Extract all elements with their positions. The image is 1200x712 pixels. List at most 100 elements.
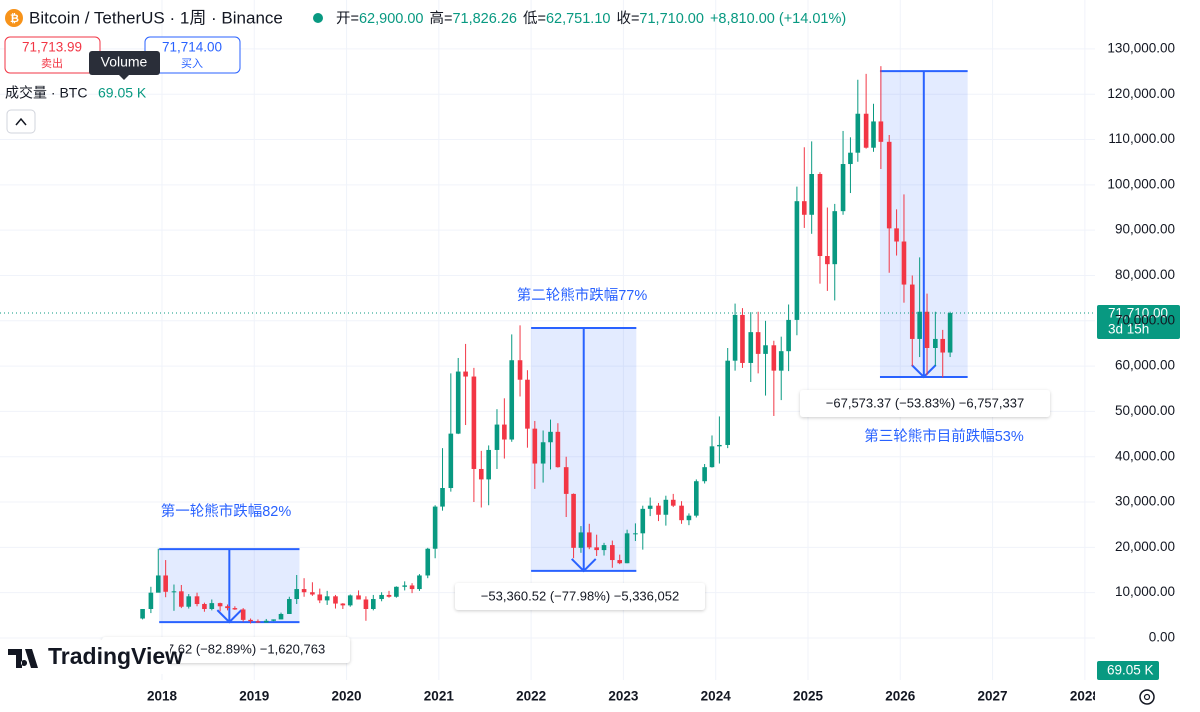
x-tick-label: 2018 xyxy=(147,689,178,704)
candle-body xyxy=(194,596,200,605)
candle-body xyxy=(725,360,730,445)
buy-price[interactable]: 71,714.00 xyxy=(162,40,222,55)
candle-body xyxy=(817,173,823,257)
candle-body xyxy=(594,547,599,551)
coin-icon xyxy=(5,9,23,27)
ohlc-label: 低= xyxy=(523,10,546,27)
candle-body xyxy=(240,609,246,620)
y-tick-label: 100,000.00 xyxy=(1107,176,1175,191)
candle-body xyxy=(494,424,500,450)
candle-body xyxy=(517,360,523,380)
candle-body xyxy=(694,481,699,516)
candle-body xyxy=(179,591,184,607)
overlay: ₿ Bitcoin / TetherUS · 1周 · Binance 开=62… xyxy=(0,8,1180,705)
coin-icon-glyph: ₿ xyxy=(10,13,19,25)
x-tick-label: 2026 xyxy=(885,689,916,704)
sell-price[interactable]: 71,713.99 xyxy=(22,40,82,55)
collapse-button[interactable] xyxy=(6,109,36,134)
sell-label[interactable]: 卖出 xyxy=(41,56,63,70)
candle-body xyxy=(647,505,653,509)
y-tick-label: 120,000.00 xyxy=(1107,86,1175,101)
candle-body xyxy=(425,548,431,576)
candle-body xyxy=(717,444,722,447)
candle-body xyxy=(732,314,738,361)
candle-body xyxy=(832,211,838,265)
candle-body xyxy=(502,424,507,440)
ohlc-value: 62,900.00 xyxy=(359,11,424,27)
change: +8,810.00 (+14.01%) xyxy=(710,11,846,27)
candle-body xyxy=(840,164,846,212)
tooltip xyxy=(89,51,160,75)
candle-body xyxy=(163,575,168,592)
plot-area: 2018 2019 2020 2021 2022 2023 2024 2025 2026 2027… xyxy=(0,0,1101,704)
x-tick-label: 2019 xyxy=(239,689,269,704)
last-price: 71,710.00 xyxy=(1108,306,1168,321)
x-tick-label: 2022 xyxy=(516,689,546,704)
candle-body xyxy=(363,599,369,609)
candle-body xyxy=(940,338,946,353)
candle-body xyxy=(663,499,669,515)
y-tick-label: 110,000.00 xyxy=(1108,131,1175,146)
candle-body xyxy=(148,592,154,609)
y-tick-label: 10,000.00 xyxy=(1115,584,1175,599)
candle-body xyxy=(894,228,899,242)
candle-body xyxy=(633,533,638,535)
collapse-icon[interactable] xyxy=(15,117,27,126)
candle-body xyxy=(263,620,269,623)
ohlc-text: 开=62,900.00 高=71,826.26 低=62,751.10 收=71,71… xyxy=(336,10,846,27)
candle-body xyxy=(209,603,215,609)
candle-body xyxy=(771,345,777,371)
candle-body xyxy=(525,379,530,429)
measure-label: −67,573.37 (−53.83%) −6,757,337 xyxy=(826,395,1024,410)
market-status xyxy=(313,13,323,23)
candle-body xyxy=(855,113,861,153)
candle-body xyxy=(755,332,761,354)
ohlc-value: 71,710.00 xyxy=(639,11,704,27)
candle-body xyxy=(947,313,953,353)
measure-arrow xyxy=(571,328,597,573)
candle-body xyxy=(171,591,177,593)
ohlc-label: 收= xyxy=(616,10,639,27)
x-tick-label: 2028 xyxy=(1070,689,1101,704)
candle-body xyxy=(778,351,784,371)
candle-body xyxy=(563,467,569,494)
candle-body xyxy=(809,173,814,215)
candle-body xyxy=(310,592,315,595)
candle-body xyxy=(278,613,284,620)
candle-body xyxy=(455,371,461,434)
price-tag xyxy=(1097,305,1180,339)
measure-label-box xyxy=(800,390,1050,417)
candle-body xyxy=(301,589,307,593)
candle-body xyxy=(640,508,646,534)
candle-body xyxy=(825,256,830,265)
settings-icon[interactable] xyxy=(1139,689,1155,705)
candle-body xyxy=(248,619,253,622)
y-tick-label: 40,000.00 xyxy=(1115,448,1175,463)
settings-icon-center[interactable] xyxy=(1143,693,1151,701)
candle-body xyxy=(340,603,346,606)
annotation: 第二轮熊市跌幅77% xyxy=(517,286,648,304)
volume-value: 69.05 K xyxy=(98,85,147,101)
candle-body xyxy=(317,594,323,601)
candle-body xyxy=(202,604,207,609)
candle-body xyxy=(370,599,376,609)
candle-body xyxy=(702,467,707,482)
candle-body xyxy=(610,545,615,561)
ohlc-value: 62,751.10 xyxy=(546,11,611,27)
candle-body xyxy=(540,442,546,464)
y-tick-label: 50,000.00 xyxy=(1115,403,1175,418)
candle-body xyxy=(486,449,491,480)
candle-body xyxy=(409,585,415,590)
annotation: 第三轮熊市目前跌幅53% xyxy=(864,427,1024,445)
y-tick-label: 70,000.00 xyxy=(1115,312,1175,327)
x-tick-label: 2024 xyxy=(701,689,732,704)
buy-label[interactable]: 买入 xyxy=(181,57,203,70)
ohlc-row: 开=62,900.00 高=71,826.26 低=62,751.10 收=71,71… xyxy=(336,10,846,27)
candle-body xyxy=(417,575,422,590)
x-tick-label: 2027 xyxy=(978,689,1008,704)
candle-body xyxy=(402,585,407,587)
tooltip-text: Volume xyxy=(101,54,148,70)
candle-body xyxy=(379,594,384,600)
y-tick-label: 0.00 xyxy=(1149,630,1175,645)
ohlc-value: 71,826.26 xyxy=(452,11,517,27)
